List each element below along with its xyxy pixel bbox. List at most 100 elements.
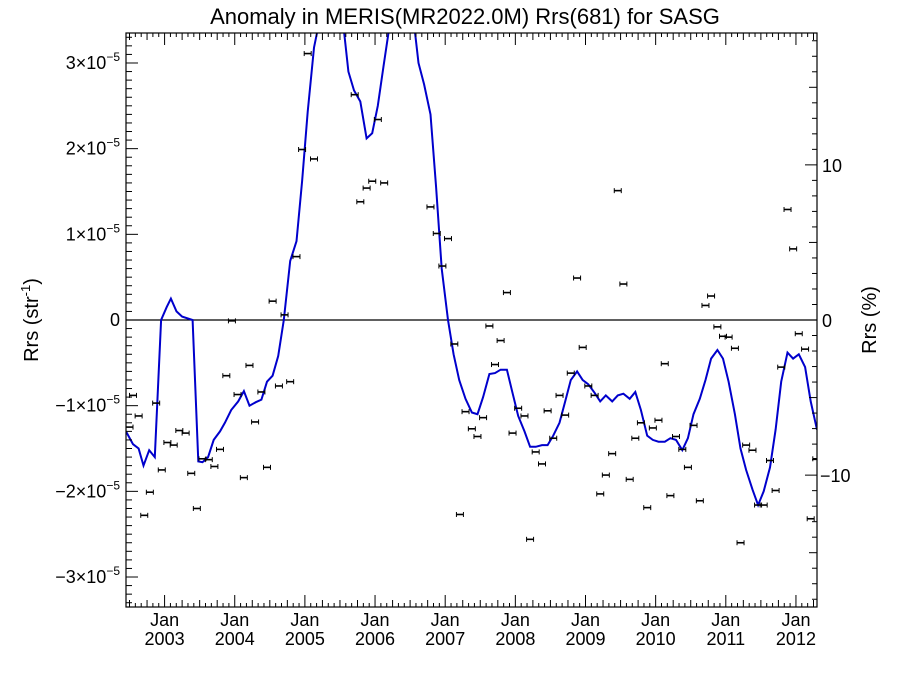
data-point [514, 405, 523, 411]
y-axis-left-label: Rrs (str-1) [18, 278, 43, 362]
data-point [806, 516, 815, 522]
x-tick-year-label: 2008 [495, 629, 535, 649]
data-point [531, 449, 540, 455]
data-point [566, 370, 575, 376]
data-point [526, 536, 535, 542]
data-point [479, 415, 488, 421]
x-tick-year-label: 2009 [565, 629, 605, 649]
x-tick-month-label: Jan [220, 610, 249, 630]
data-point [169, 442, 178, 448]
data-point [713, 324, 722, 330]
data-point [233, 392, 242, 398]
data-point [491, 362, 500, 368]
data-point [298, 147, 307, 153]
data-point [608, 451, 617, 457]
data-point [707, 293, 716, 299]
data-point [683, 464, 692, 470]
data-point [613, 188, 622, 194]
data-point [584, 383, 593, 389]
x-tick-year-label: 2004 [215, 629, 255, 649]
data-point [678, 446, 687, 452]
data-point [263, 464, 272, 470]
data-point [163, 440, 172, 446]
data-point [380, 180, 389, 186]
data-point [362, 185, 371, 191]
y-right-tick-label: 0 [822, 311, 832, 331]
x-tick-month-label: Jan [781, 610, 810, 630]
y-axis-left-label-close: ) [21, 278, 43, 285]
data-point [590, 392, 599, 398]
data-point [742, 442, 751, 448]
data-point [636, 420, 645, 426]
x-tick-month-label: Jan [361, 610, 390, 630]
y-right-tick-label: −10 [820, 466, 851, 486]
data-point [356, 199, 365, 205]
data-point [561, 412, 570, 418]
data-point [192, 505, 201, 511]
data-point [765, 458, 774, 464]
data-point [812, 456, 817, 462]
data-point [660, 361, 669, 367]
data-point [145, 489, 154, 495]
data-point [759, 502, 768, 508]
data-point [666, 493, 675, 499]
data-point [502, 290, 511, 296]
model-line [126, 33, 817, 508]
x-tick-year-label: 2005 [285, 629, 325, 649]
x-tick-year-label: 2011 [706, 629, 745, 649]
y-tick-label: 2×10−5 [66, 136, 121, 159]
data-points [126, 51, 817, 546]
x-tick-month-label: Jan [711, 610, 740, 630]
data-point [689, 422, 698, 428]
data-point [671, 434, 680, 440]
data-point [625, 476, 634, 482]
data-point [555, 392, 564, 398]
data-point [648, 425, 657, 431]
data-point [373, 117, 382, 123]
data-point [485, 323, 494, 329]
data-point [794, 331, 803, 337]
data-point [175, 428, 184, 434]
x-tick-year-label: 2010 [636, 629, 676, 649]
data-point [432, 230, 441, 236]
data-point [520, 413, 529, 419]
x-tick-year-label: 2006 [355, 629, 395, 649]
y-tick-label: −3×10−5 [55, 564, 120, 587]
data-point [222, 373, 231, 379]
data-point [368, 178, 377, 184]
x-tick-month-label: Jan [290, 610, 319, 630]
data-point [736, 540, 745, 546]
data-point [643, 505, 652, 511]
data-point [473, 434, 482, 440]
data-point [134, 413, 143, 419]
x-tick-year-label: 2007 [425, 629, 465, 649]
y-tick-label: 0 [110, 310, 120, 330]
data-point [777, 364, 786, 370]
data-point [280, 312, 289, 318]
data-point [257, 389, 266, 395]
data-point [748, 447, 757, 453]
data-point [310, 156, 319, 162]
data-point [801, 346, 810, 352]
data-point [724, 334, 733, 340]
data-point [181, 430, 190, 436]
data-point [292, 254, 301, 260]
y-right-tick-label: 10 [822, 156, 842, 176]
data-point [631, 435, 640, 441]
data-point [204, 457, 213, 463]
data-point [467, 426, 476, 432]
data-point [286, 379, 295, 385]
data-point [508, 430, 517, 436]
data-point [601, 472, 610, 478]
data-point [426, 204, 435, 210]
y-axis-left-label-sup: -1 [18, 285, 33, 297]
data-point [268, 298, 277, 304]
data-point [455, 511, 464, 517]
y-tick-label: −2×10−5 [55, 478, 120, 501]
data-point [538, 461, 547, 467]
data-point [210, 463, 219, 469]
data-point [573, 275, 582, 281]
x-tick-year-label: 2012 [776, 629, 816, 649]
data-point [350, 92, 359, 98]
